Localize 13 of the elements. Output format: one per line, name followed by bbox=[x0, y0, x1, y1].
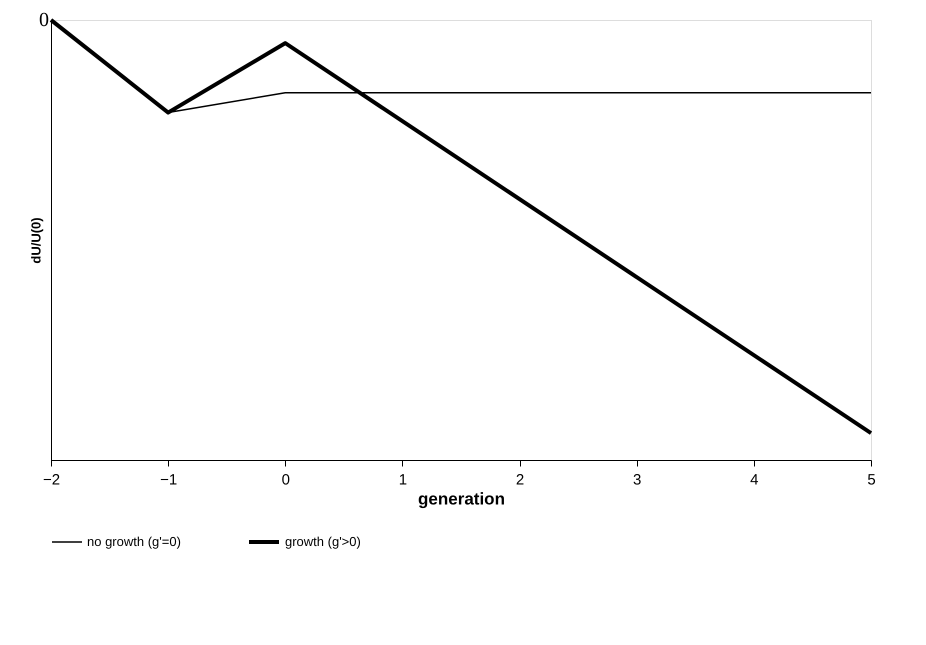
x-tick-label: 0 bbox=[282, 472, 290, 488]
x-tick-label: 2 bbox=[516, 472, 524, 488]
legend-label: growth (g'>0) bbox=[285, 534, 361, 549]
x-tick-label: 1 bbox=[398, 472, 408, 488]
legend-label: no growth (g'=0) bbox=[87, 534, 181, 549]
annotation: 0 bbox=[39, 9, 49, 31]
x-axis-title: generation bbox=[418, 490, 505, 508]
y-axis-title: dU/U(0) bbox=[28, 217, 44, 264]
x-tick-label: 4 bbox=[750, 472, 759, 488]
x-tick-label: 3 bbox=[633, 472, 642, 488]
x-tick-label: −2 bbox=[42, 472, 60, 488]
x-tick-label: 5 bbox=[867, 472, 876, 488]
x-tick-label: −1 bbox=[160, 472, 178, 488]
